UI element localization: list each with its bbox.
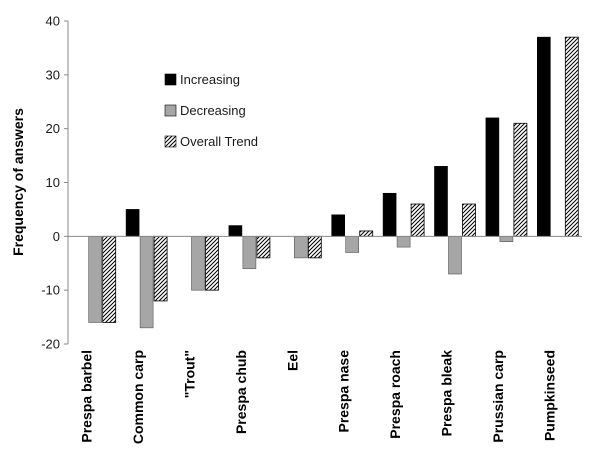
x-tick-label: Prussian carp — [490, 350, 506, 443]
x-tick-label: Pumpkinseed — [541, 350, 557, 441]
x-tick-label: Prespa roach — [387, 350, 403, 439]
y-tick-label: 30 — [46, 67, 60, 82]
y-tick-label: -10 — [41, 283, 60, 298]
bar-overall-trend — [462, 203, 476, 237]
y-axis: -20 -10 0 10 20 30 40 — [41, 14, 69, 352]
bar-decreasing — [396, 236, 411, 248]
bar-overall-trend — [256, 235, 271, 259]
bar-overall-trend — [307, 235, 322, 259]
legend-label: Increasing — [180, 72, 240, 87]
bar-increasing — [331, 214, 346, 237]
bar-increasing — [382, 192, 397, 237]
category-labels: Prespa barbel Common carp "Trout" Prespa ch… — [79, 350, 558, 444]
bar-decreasing — [293, 236, 308, 259]
bar-increasing — [228, 225, 243, 237]
bar-decreasing — [191, 236, 205, 291]
y-tick-label: 40 — [46, 14, 60, 29]
bar-decreasing — [88, 236, 102, 323]
legend-swatch-overall-trend — [164, 135, 177, 148]
bar-increasing — [125, 209, 140, 237]
x-tick-label: Prespa barbel — [79, 350, 95, 443]
y-tick-label: 20 — [46, 121, 60, 136]
x-tick-label: Common carp — [130, 350, 146, 444]
x-tick-label: Prespa chub — [233, 350, 249, 434]
x-tick-label: "Trout" — [182, 350, 198, 398]
bar-overall-trend — [102, 235, 117, 323]
y-tick-label: -20 — [41, 337, 60, 352]
bar-decreasing — [139, 236, 154, 329]
bar-overall-trend — [153, 235, 168, 302]
bar-increasing — [536, 36, 551, 237]
bar-overall-trend — [359, 230, 374, 237]
bar-overall-trend — [205, 235, 219, 291]
bar-overall-trend — [564, 36, 579, 237]
bar-decreasing — [345, 236, 360, 253]
legend-swatch-decreasing — [164, 104, 177, 117]
y-tick-label: 10 — [46, 175, 60, 190]
x-tick-label: Eel — [284, 350, 300, 371]
x-tick-label: Prespa bleak — [439, 350, 455, 437]
legend-label: Overall Trend — [180, 134, 258, 149]
bar-increasing — [434, 166, 448, 237]
bars — [88, 36, 579, 329]
y-tick-label: 0 — [53, 229, 60, 244]
bar-decreasing — [499, 236, 514, 243]
y-axis-title: Frequency of answers — [10, 108, 26, 256]
x-tick-label: Prespa nase — [336, 350, 352, 433]
legend-label: Decreasing — [180, 103, 246, 118]
bar-overall-trend — [513, 122, 528, 237]
bar-increasing — [485, 117, 500, 237]
bar-overall-trend — [410, 203, 425, 237]
legend: Increasing Decreasing Overall Trend — [164, 72, 258, 149]
bar-decreasing — [242, 236, 257, 269]
legend-swatch-increasing — [164, 73, 177, 86]
bar-decreasing — [448, 236, 462, 275]
